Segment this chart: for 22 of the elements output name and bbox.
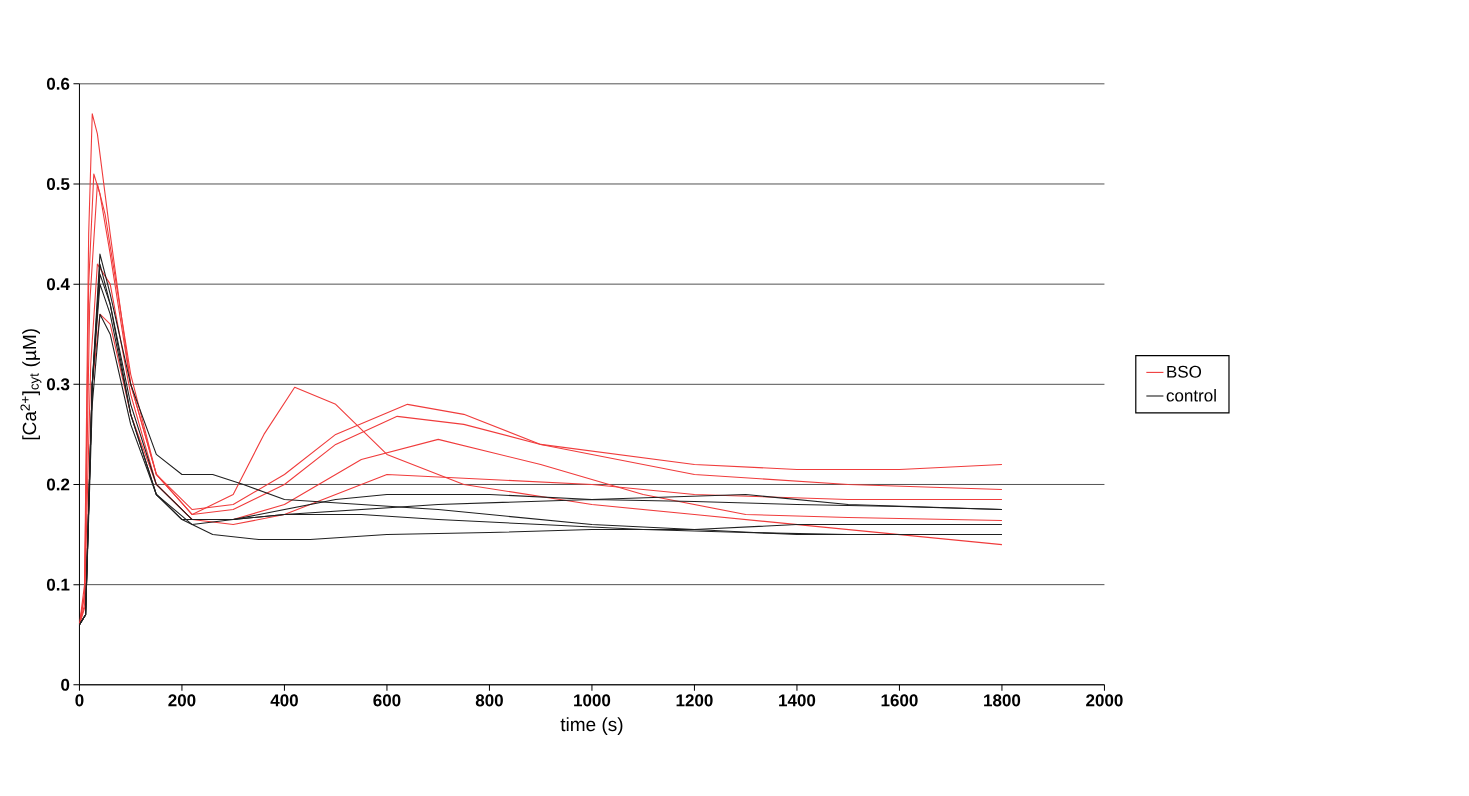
x-tick-label: 1000 — [574, 694, 611, 707]
y-tick-label: 0.4 — [46, 278, 70, 291]
y-tick-label: 0 — [61, 678, 70, 691]
x-tick-label: 2000 — [1086, 694, 1123, 707]
y-tick-label: 0.3 — [46, 378, 70, 391]
x-tick-label: 400 — [270, 694, 298, 707]
legend-label: BSO — [1167, 365, 1202, 378]
x-tick-label: 1400 — [779, 694, 816, 707]
x-tick-label: 800 — [475, 694, 503, 707]
x-tick-label: 600 — [373, 694, 401, 707]
x-tick-label: 200 — [168, 694, 196, 707]
y-axis-title: [Ca$^{2+}$]$_{cyt}$ (µM) — [20, 329, 42, 440]
x-tick-label: 1800 — [984, 694, 1021, 707]
x-tick-label: 1200 — [676, 694, 713, 707]
x-tick-label: 0 — [75, 694, 84, 707]
x-tick-label: 1600 — [881, 694, 918, 707]
legend-label: control — [1166, 389, 1216, 402]
y-tick-label: 0.2 — [46, 478, 70, 491]
y-tick-label: 0.6 — [46, 77, 70, 90]
x-axis-title: time (s) — [560, 717, 623, 735]
y-tick-label: 0.5 — [46, 177, 70, 190]
y-tick-label: 0.1 — [46, 578, 70, 591]
